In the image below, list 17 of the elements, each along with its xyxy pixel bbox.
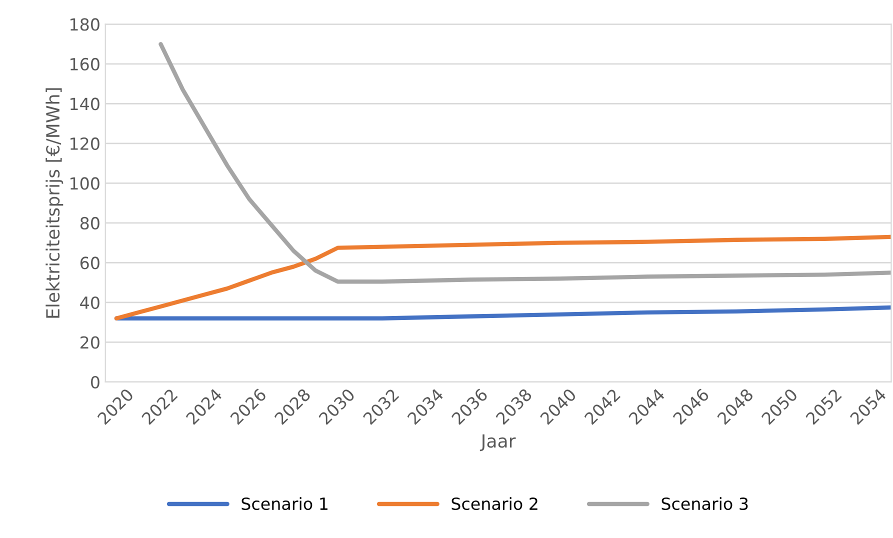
y-tick-label: 140 xyxy=(70,98,100,110)
line-series xyxy=(114,234,892,320)
y-tick-label: 100 xyxy=(70,177,100,190)
legend-label: Scenario 1 xyxy=(242,497,328,510)
x-axis-title: Jaar xyxy=(480,434,516,452)
y-tick-label: 20 xyxy=(80,336,100,349)
y-tick-label: 40 xyxy=(80,296,100,310)
y-tick-label: 160 xyxy=(70,58,100,71)
line-series xyxy=(158,42,892,284)
y-tick-label: 180 xyxy=(70,18,100,31)
y-tick-label: 80 xyxy=(80,216,100,230)
legend-label: Scenario 3 xyxy=(662,497,748,510)
y-axis-title: Elektriciteitsprijs [€/MWh] xyxy=(46,88,64,318)
y-tick-label: 0 xyxy=(91,376,100,389)
y-tick-label: 120 xyxy=(70,137,100,150)
legend-label: Scenario 2 xyxy=(452,497,538,510)
y-tick-label: 60 xyxy=(80,256,100,270)
